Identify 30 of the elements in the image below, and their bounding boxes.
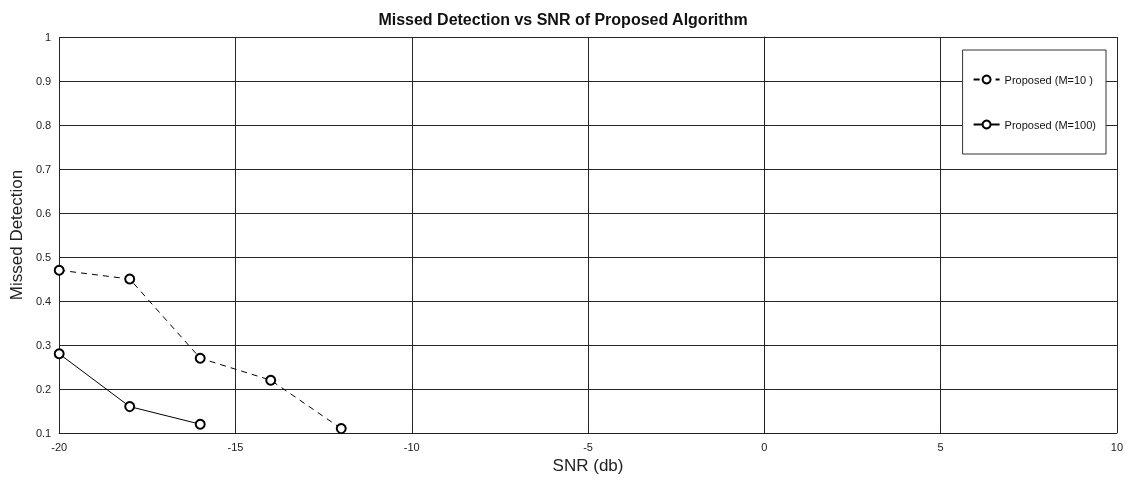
legend-label: Proposed (M=10 ) [1004, 73, 1093, 86]
y-tick-label: 0.5 [35, 251, 52, 263]
y-tick-label: 0.4 [35, 295, 52, 307]
point [265, 374, 277, 386]
y-axis-title: Missed Detection [7, 169, 26, 301]
point [124, 401, 136, 413]
x-tick-label: -10 [403, 440, 420, 453]
x-tick-label: 10 [1110, 440, 1124, 453]
y-tick-label: 0.7 [35, 163, 52, 175]
point [53, 264, 65, 276]
legend-label: Proposed (M=100) [1004, 118, 1097, 131]
y-tick-label: 1 [45, 31, 52, 43]
y-tick-label: 0.6 [35, 207, 52, 219]
point [124, 273, 136, 285]
x-tick-label: 0 [761, 440, 768, 453]
x-tick-label: -5 [583, 440, 593, 453]
y-tick-label: 0.2 [35, 383, 52, 395]
x-tick-label: -20 [51, 440, 68, 453]
y-tick-label: 0.9 [35, 75, 52, 87]
y-tick-label: 0.3 [35, 339, 52, 351]
point [53, 348, 65, 360]
x-axis-title: SNR (db) [552, 455, 624, 475]
chart-title: Missed Detection vs SNR of Proposed Algorithm [378, 10, 748, 28]
point [194, 418, 206, 430]
y-tick-label: 0.1 [35, 427, 52, 439]
x-tick-label: 5 [937, 440, 944, 453]
point [335, 423, 347, 435]
x-tick-label: -15 [227, 440, 244, 453]
y-tick-label: 0.8 [35, 119, 52, 131]
point [194, 352, 206, 364]
